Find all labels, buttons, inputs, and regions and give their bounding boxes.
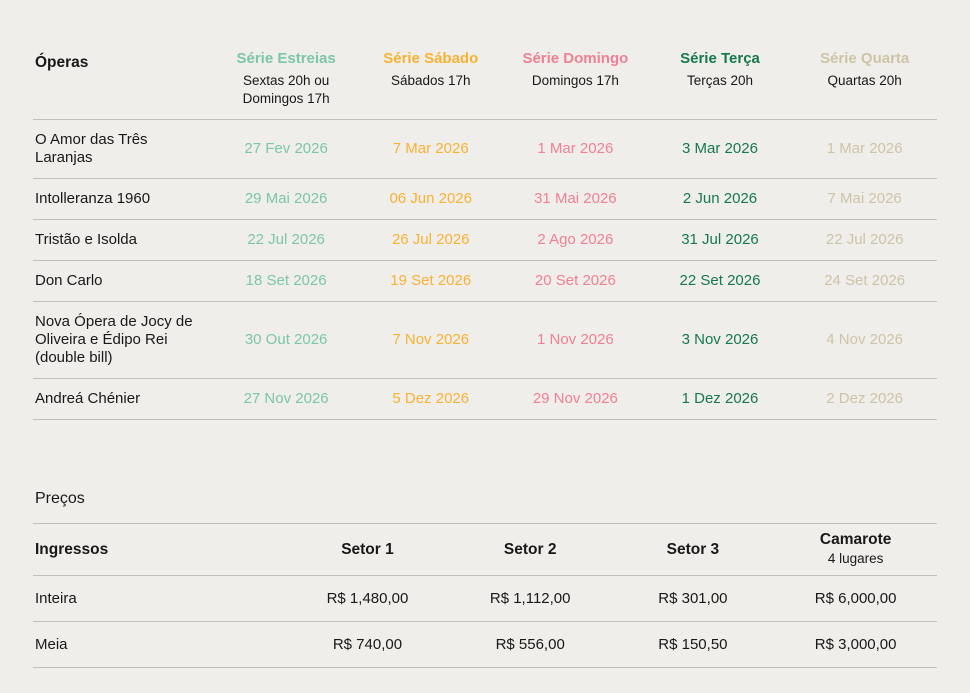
opera-date: 18 Set 2026 (213, 260, 359, 303)
ingressos-column-header: Ingressos (33, 523, 287, 576)
serie-subtitle: Sextas 20h ou Domingos 17h (242, 72, 330, 106)
opera-date: 7 Mai 2026 (792, 178, 937, 221)
price-value: R$ 6,000,00 (774, 575, 937, 622)
opera-date: 22 Jul 2026 (213, 219, 359, 262)
opera-date: 29 Mai 2026 (213, 178, 359, 221)
serie-subtitle: Sábados 17h (390, 72, 471, 88)
price-value: R$ 740,00 (286, 621, 449, 668)
opera-date: 26 Jul 2026 (358, 219, 504, 262)
price-column-header-3: Setor 3 (611, 523, 775, 576)
opera-date: 7 Mar 2026 (358, 119, 504, 180)
price-column-header-1: Setor 1 (286, 523, 449, 576)
price-row: Inteira R$ 1,480,00 R$ 1,112,00 R$ 301,00 R$… (33, 575, 937, 622)
opera-date: 19 Set 2026 (358, 260, 504, 303)
opera-name: Andreá Chénier (33, 378, 214, 421)
price-value: R$ 301,00 (611, 575, 775, 622)
operas-table-body: O Amor das Três Laranjas 27 Fev 2026 7 Mar… (33, 119, 937, 421)
opera-date: 31 Mai 2026 (503, 178, 648, 221)
opera-date: 27 Fev 2026 (213, 119, 359, 180)
opera-row: O Amor das Três Laranjas 27 Fev 2026 7 Mar… (33, 119, 937, 180)
opera-name: Don Carlo (33, 260, 214, 303)
opera-date: 22 Set 2026 (647, 260, 793, 303)
opera-date: 06 Jun 2026 (358, 178, 504, 221)
operas-column-header: Óperas (33, 40, 214, 121)
serie-column-header-3: Série Domingo Domingos 17h (503, 40, 648, 121)
opera-row: Tristão e Isolda 22 Jul 2026 26 Jul 2026 2 … (33, 219, 937, 262)
prices-header-row: Ingressos Setor 1 Setor 2 Setor 3 Camarote 4… (33, 523, 937, 576)
serie-column-header-5: Série Quarta Quartas 20h (792, 40, 937, 121)
price-row: Meia R$ 740,00 R$ 556,00 R$ 150,50 R$ 3,000,… (33, 621, 937, 668)
opera-date: 31 Jul 2026 (647, 219, 793, 262)
price-value: R$ 556,00 (448, 621, 612, 668)
operas-header-row: Óperas Série Estreias Sextas 20h ou Domin… (33, 40, 937, 121)
opera-date: 5 Dez 2026 (358, 378, 504, 421)
serie-label: Série Sábado (383, 50, 479, 67)
opera-row: Intolleranza 1960 29 Mai 2026 06 Jun 2026 3… (33, 178, 937, 221)
opera-date: 1 Dez 2026 (647, 378, 793, 421)
opera-date: 20 Set 2026 (503, 260, 648, 303)
operas-schedule-table: Óperas Série Estreias Sextas 20h ou Domin… (33, 40, 937, 421)
opera-date: 3 Nov 2026 (647, 301, 793, 380)
opera-date: 2 Ago 2026 (503, 219, 648, 262)
price-value: R$ 150,50 (611, 621, 775, 668)
serie-subtitle: Quartas 20h (827, 72, 902, 88)
serie-column-header-2: Série Sábado Sábados 17h (358, 40, 504, 121)
price-value: R$ 1,112,00 (448, 575, 612, 622)
price-column-header-2: Setor 2 (448, 523, 612, 576)
serie-subtitle: Terças 20h (686, 72, 754, 88)
precos-section-title: Preços (35, 490, 85, 508)
opera-row: Don Carlo 18 Set 2026 19 Set 2026 20 Set 20… (33, 260, 937, 303)
operas-table-header: Óperas Série Estreias Sextas 20h ou Domin… (33, 40, 937, 121)
opera-date: 29 Nov 2026 (503, 378, 648, 421)
price-column-label: Setor 3 (666, 540, 720, 558)
price-column-label: Camarote (819, 531, 892, 549)
opera-date: 1 Mar 2026 (503, 119, 648, 180)
opera-date: 2 Dez 2026 (792, 378, 937, 421)
opera-date: 30 Out 2026 (213, 301, 359, 380)
opera-date: 2 Jun 2026 (647, 178, 793, 221)
opera-name: Nova Ópera de Jocy de Oliveira e Édipo R… (33, 301, 214, 380)
opera-name: Intolleranza 1960 (33, 178, 214, 221)
prices-table-header: Ingressos Setor 1 Setor 2 Setor 3 Camarote 4… (33, 523, 937, 576)
page: Óperas Série Estreias Sextas 20h ou Domin… (33, 40, 937, 668)
serie-subtitle: Domingos 17h (531, 72, 619, 88)
opera-date: 22 Jul 2026 (792, 219, 937, 262)
opera-date: 4 Nov 2026 (792, 301, 937, 380)
price-value: R$ 3,000,00 (774, 621, 937, 668)
serie-label: Série Quarta (820, 50, 910, 67)
opera-row: Nova Ópera de Jocy de Oliveira e Édipo R… (33, 301, 937, 380)
opera-name: Tristão e Isolda (33, 219, 214, 262)
opera-date: 1 Mar 2026 (792, 119, 937, 180)
ticket-type: Inteira (33, 575, 287, 622)
opera-date: 24 Set 2026 (792, 260, 937, 303)
serie-column-header-1: Série Estreias Sextas 20h ou Domingos 17h (213, 40, 359, 121)
serie-label: Série Domingo (522, 50, 629, 67)
opera-name: O Amor das Três Laranjas (33, 119, 214, 180)
opera-date: 3 Mar 2026 (647, 119, 793, 180)
prices-table: Ingressos Setor 1 Setor 2 Setor 3 Camarote 4… (33, 523, 937, 668)
serie-label: Série Terça (680, 50, 760, 67)
opera-date: 1 Nov 2026 (503, 301, 648, 380)
price-column-label: Setor 2 (503, 540, 557, 558)
price-column-subtitle: 4 lugares (827, 551, 884, 567)
price-column-header-4: Camarote 4 lugares (774, 523, 937, 576)
serie-label: Série Estreias (236, 50, 336, 67)
prices-table-body: Inteira R$ 1,480,00 R$ 1,112,00 R$ 301,00 R$… (33, 575, 937, 668)
opera-date: 7 Nov 2026 (358, 301, 504, 380)
opera-date: 27 Nov 2026 (213, 378, 359, 421)
price-column-label: Setor 1 (341, 540, 394, 558)
opera-row: Andreá Chénier 27 Nov 2026 5 Dez 2026 29 No… (33, 378, 937, 421)
serie-column-header-4: Série Terça Terças 20h (647, 40, 793, 121)
ticket-type: Meia (33, 621, 287, 668)
price-value: R$ 1,480,00 (286, 575, 449, 622)
